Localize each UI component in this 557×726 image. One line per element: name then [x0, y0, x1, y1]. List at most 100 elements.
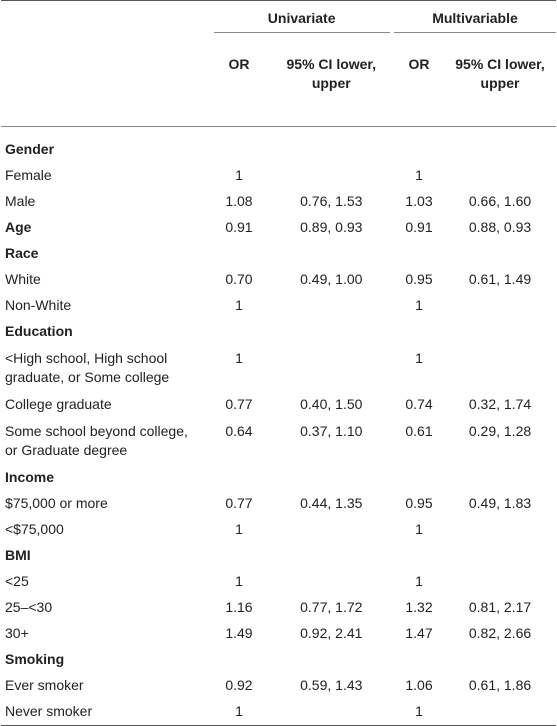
ci-multivariable-cell	[444, 699, 556, 726]
ci-multivariable-cell: 0.29, 1.28	[468, 423, 532, 439]
ci-multivariable-cell: 0.61, 1.86	[468, 677, 532, 693]
or-univariate-cell: 0.92	[225, 677, 253, 693]
row-label: Smoking	[5, 651, 65, 667]
row-label: <High school, High school graduate, or S…	[5, 350, 170, 385]
ci-univariate-cell	[269, 163, 394, 189]
ci-multivariable-cell: 0.81, 2.17	[468, 599, 532, 615]
ci-univariate-cell: 0.37, 1.10	[300, 423, 363, 439]
row-label: Gender	[5, 141, 55, 157]
or-multivariable-cell	[394, 465, 444, 491]
ci-multivariable-cell	[444, 345, 556, 392]
ci-multivariable-cell: 0.61, 1.49	[468, 271, 532, 287]
or-univariate-cell: 1	[235, 297, 243, 313]
table-row: <$75,000 1 1	[1, 517, 556, 543]
ci-univariate-cell	[268, 699, 394, 726]
row-label: 25–<30	[5, 599, 53, 615]
ci-multivariable-cell	[444, 319, 556, 345]
or-multivariable-cell: 1	[415, 297, 423, 313]
table-row: Race	[1, 241, 556, 267]
or-multivariable-cell	[394, 647, 444, 673]
table-body: Gender Female 1 1 Male 1.08 0.76, 1.53 1.03 0.66…	[1, 137, 556, 726]
ci-multivariable-cell	[444, 465, 556, 491]
or-univariate-cell: 1.08	[225, 193, 253, 209]
or-multivariable-cell	[394, 319, 444, 345]
table-row: Never smoker 1 1	[1, 699, 556, 726]
table-row: White 0.70 0.49, 1.00 0.95 0.61, 1.49	[1, 267, 556, 293]
ci-multivariable-cell	[444, 163, 556, 189]
or-univariate-cell	[209, 543, 268, 569]
ci-univariate-cell	[269, 517, 394, 543]
ci-univariate-cell	[269, 345, 394, 392]
ci-univariate-cell: 0.92, 2.41	[300, 625, 363, 641]
ci-multivariable-cell	[444, 137, 556, 163]
header-variable	[1, 41, 210, 127]
table-row: BMI	[1, 543, 556, 569]
row-label: Education	[5, 323, 73, 339]
ci-multivariable-cell: 0.49, 1.83	[468, 495, 532, 511]
or-univariate-cell	[209, 137, 268, 163]
or-multivariable-cell: 0.95	[405, 271, 433, 287]
table-row: $75,000 or more 0.77 0.44, 1.35 0.95 0.49, 1…	[1, 491, 556, 517]
or-univariate-cell	[209, 647, 268, 673]
row-label: Female	[5, 167, 52, 183]
table-row: Education	[1, 319, 556, 345]
or-multivariable-cell	[394, 241, 444, 267]
ci-multivariable-cell	[444, 517, 556, 543]
or-multivariable-cell: 1.06	[405, 677, 433, 693]
ci-multivariable-cell: 0.88, 0.93	[468, 219, 532, 235]
table-row: Some school beyond college, or Graduate …	[1, 418, 556, 465]
table-row: Female 1 1	[1, 163, 556, 189]
ci-multivariable-cell	[444, 543, 556, 569]
ci-univariate-cell: 0.76, 1.53	[300, 193, 363, 209]
ci-univariate-cell: 0.44, 1.35	[300, 495, 363, 511]
header-ci-univariate: 95% CI lower, upper	[268, 41, 394, 127]
or-univariate-cell: 0.77	[225, 396, 253, 412]
header-group-row: Univariate Multivariable	[1, 0, 556, 41]
ci-univariate-cell	[269, 137, 394, 163]
header-or-multivariable: OR	[393, 41, 444, 127]
row-label: <$75,000	[5, 521, 64, 537]
header-blank	[1, 0, 210, 41]
or-multivariable-cell	[394, 543, 444, 569]
or-multivariable-cell: 1.47	[405, 625, 433, 641]
ci-univariate-cell	[269, 241, 394, 267]
table-row: Male 1.08 0.76, 1.53 1.03 0.66, 1.60	[1, 189, 556, 215]
or-multivariable-cell: 1	[415, 167, 423, 183]
table-row: 30+ 1.49 0.92, 2.41 1.47 0.82, 2.66	[1, 621, 556, 647]
row-label: Male	[5, 193, 36, 209]
ci-univariate-cell: 0.40, 1.50	[300, 396, 363, 412]
ci-multivariable-cell	[444, 293, 556, 319]
table-row: Smoking	[1, 647, 556, 673]
multivariable-label: Multivariable	[393, 10, 556, 33]
or-univariate-cell: 0.77	[225, 495, 253, 511]
row-label: 30+	[5, 625, 29, 641]
or-multivariable-cell	[394, 137, 444, 163]
ci-univariate-cell	[269, 319, 394, 345]
or-univariate-cell	[209, 241, 268, 267]
row-label: Age	[5, 219, 32, 235]
table-row: Income	[1, 465, 556, 491]
ci-univariate-cell	[269, 569, 394, 595]
ci-univariate-cell: 0.59, 1.43	[300, 677, 363, 693]
or-univariate-cell	[209, 319, 268, 345]
or-univariate-cell: 1.16	[225, 599, 253, 615]
or-univariate-cell: 1	[235, 521, 243, 537]
header-sub-row: OR 95% CI lower, upper OR 95% CI lower, …	[1, 41, 556, 127]
or-univariate-cell: 1	[235, 167, 243, 183]
ci-multivariable-cell: 0.82, 2.66	[468, 625, 532, 641]
table-row: College graduate 0.77 0.40, 1.50 0.74 0.32, …	[1, 392, 556, 418]
table-row: 25–<30 1.16 0.77, 1.72 1.32 0.81, 2.17	[1, 595, 556, 621]
or-multivariable-cell: 0.74	[405, 396, 433, 412]
or-univariate-cell: 1	[209, 699, 269, 726]
table-row: Non-White 1 1	[1, 293, 556, 319]
ci-multivariable-cell: 0.66, 1.60	[468, 193, 532, 209]
row-label: Never smoker	[1, 699, 210, 726]
header-multivariable: Multivariable	[393, 0, 556, 41]
or-univariate-cell: 1	[235, 573, 243, 589]
or-multivariable-cell: 0.91	[405, 219, 433, 235]
row-label: Some school beyond college, or Graduate …	[5, 423, 188, 458]
or-multivariable-cell: 1	[393, 699, 444, 726]
ci-multivariable-cell	[444, 647, 556, 673]
ci-multivariable-cell	[444, 241, 556, 267]
